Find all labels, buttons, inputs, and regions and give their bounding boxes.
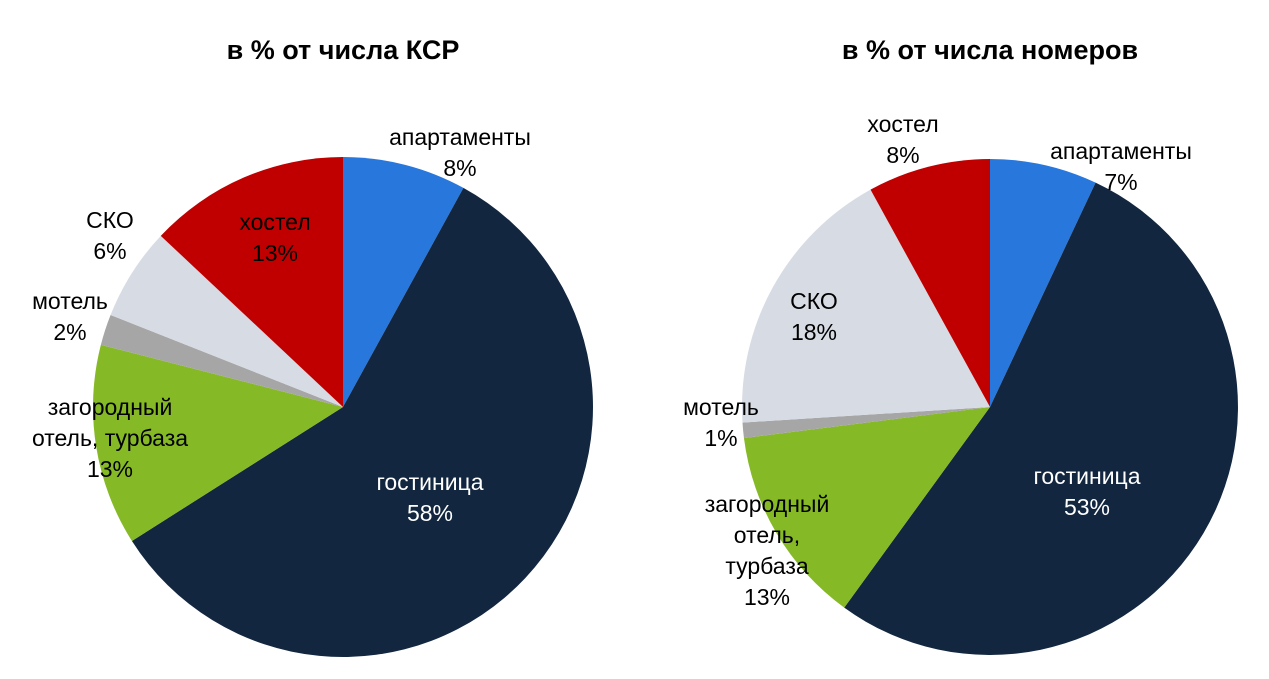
pie-slice — [92, 344, 343, 541]
pie-slice — [160, 157, 343, 407]
pie-slice — [990, 159, 1096, 407]
pie-slice — [743, 407, 990, 608]
slice-label: СКО 18% — [790, 288, 838, 345]
pie-slices — [92, 157, 593, 657]
slice-label: мотель 1% — [683, 394, 759, 451]
slice-label: апартаменты 7% — [1050, 138, 1192, 195]
slice-label: гостиница 53% — [1033, 463, 1140, 520]
pie-slices — [742, 159, 1238, 655]
slice-label: хостел 13% — [239, 209, 310, 266]
pie-slice — [110, 235, 343, 407]
pie-slice — [844, 182, 1238, 655]
slice-label: апартаменты 8% — [389, 124, 531, 181]
slice-label: загородный отель, турбаза 13% — [705, 491, 830, 610]
pie-slice — [343, 157, 464, 407]
pie-slice — [100, 314, 343, 407]
pie-labels: апартаменты 8% гостиница 58% загородный отель… — [32, 124, 531, 526]
chart-title: в % от числа КСР — [227, 35, 460, 65]
pie-slice — [870, 159, 990, 407]
slice-label: мотель 2% — [32, 288, 108, 345]
slice-label: СКО 6% — [86, 207, 134, 264]
pie-slice — [742, 407, 990, 439]
slice-label: загородный отель, турбаза 13% — [32, 394, 188, 482]
pie-slice — [742, 189, 990, 423]
pie-chart-ksr: в % от числа КСР апартаменты 8% гостиница 5… — [32, 35, 593, 657]
pie-labels: апартаменты 7% гостиница 53% загородный отель… — [683, 111, 1192, 610]
chart-title: в % от числа номеров — [842, 35, 1138, 65]
pie-slice — [131, 187, 593, 657]
slice-label: гостиница 58% — [376, 469, 483, 526]
pie-chart-rooms: в % от числа номеров апартаменты 7% гостин… — [683, 35, 1238, 655]
slice-label: хостел 8% — [867, 111, 938, 168]
